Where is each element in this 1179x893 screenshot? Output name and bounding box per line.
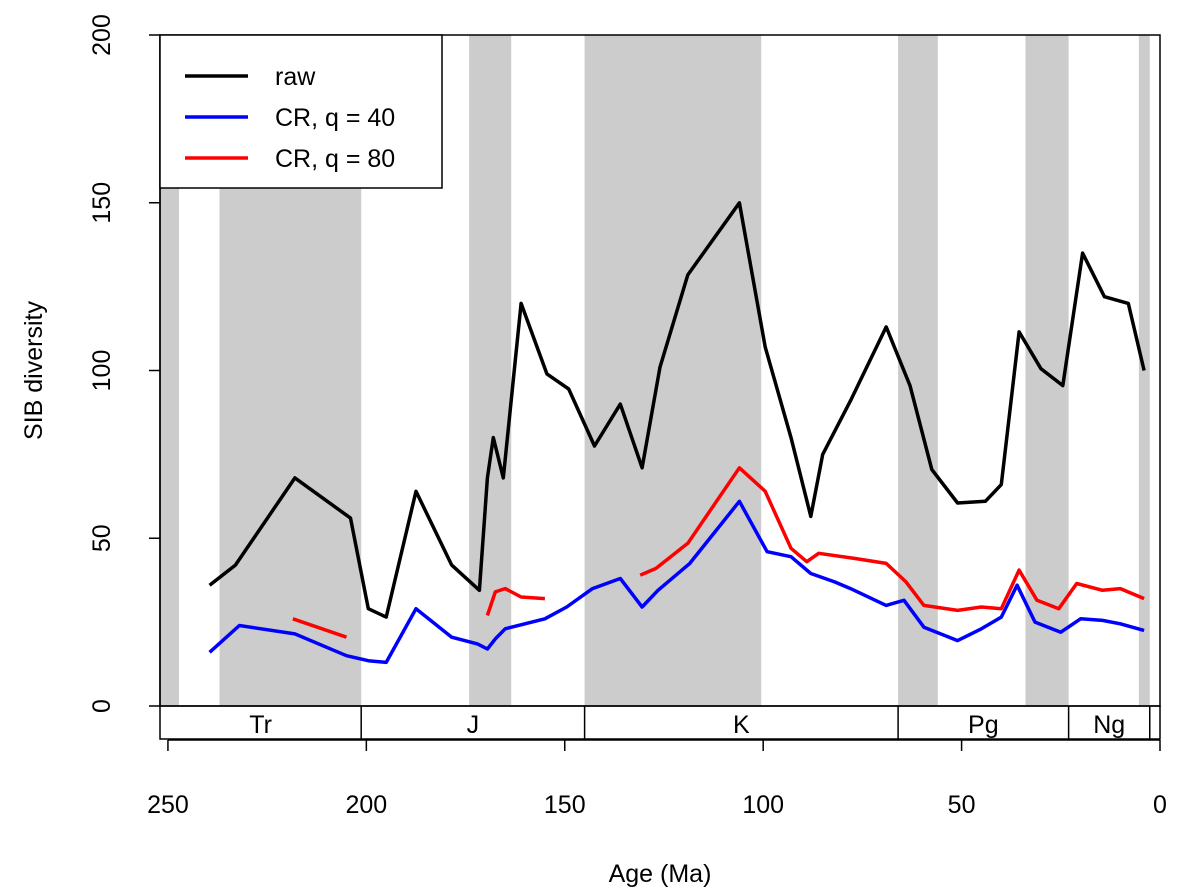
series-line xyxy=(292,617,348,639)
period-strip-frame xyxy=(159,705,1161,740)
period-label: Tr xyxy=(249,711,272,739)
x-tick-label: 200 xyxy=(345,791,387,819)
y-tick-label: 150 xyxy=(88,182,116,224)
background-band xyxy=(584,35,762,706)
period-label: Pg xyxy=(968,711,999,739)
x-tick-label: 0 xyxy=(1153,791,1167,819)
x-axis: 250 200 150 100 50 0 xyxy=(147,739,1167,819)
period-label: Ng xyxy=(1093,711,1125,739)
background-band xyxy=(469,35,512,706)
x-tick-label: 50 xyxy=(948,791,976,819)
legend-label: raw xyxy=(275,63,316,91)
period-label: J xyxy=(467,711,480,739)
y-tick-label: 0 xyxy=(88,699,116,713)
x-tick-label: 100 xyxy=(742,791,784,819)
y-axis-label: SIB diversity xyxy=(20,301,48,440)
y-tick-label: 200 xyxy=(88,14,116,56)
y-tick-label: 50 xyxy=(88,524,116,552)
background-band xyxy=(1138,35,1150,706)
legend-label: CR, q = 80 xyxy=(275,145,395,173)
x-tick-label: 150 xyxy=(544,791,586,819)
background-band xyxy=(160,35,180,706)
series-lines xyxy=(208,201,1146,665)
legend-label: CR, q = 40 xyxy=(275,104,395,132)
y-tick-label: 100 xyxy=(88,350,116,392)
period-strip: Tr J K Pg Ng xyxy=(159,705,1161,740)
y-axis: 0 50 100 150 200 xyxy=(88,14,161,713)
series-line xyxy=(208,499,1145,665)
series-line xyxy=(208,201,1146,619)
period-label: K xyxy=(733,711,750,739)
series-line xyxy=(485,586,546,616)
x-axis-label: Age (Ma) xyxy=(609,860,712,888)
series-line xyxy=(639,466,1145,613)
legend-box xyxy=(159,34,443,189)
x-tick-label: 250 xyxy=(147,791,189,819)
legend: raw CR, q = 40 CR, q = 80 xyxy=(159,34,443,189)
